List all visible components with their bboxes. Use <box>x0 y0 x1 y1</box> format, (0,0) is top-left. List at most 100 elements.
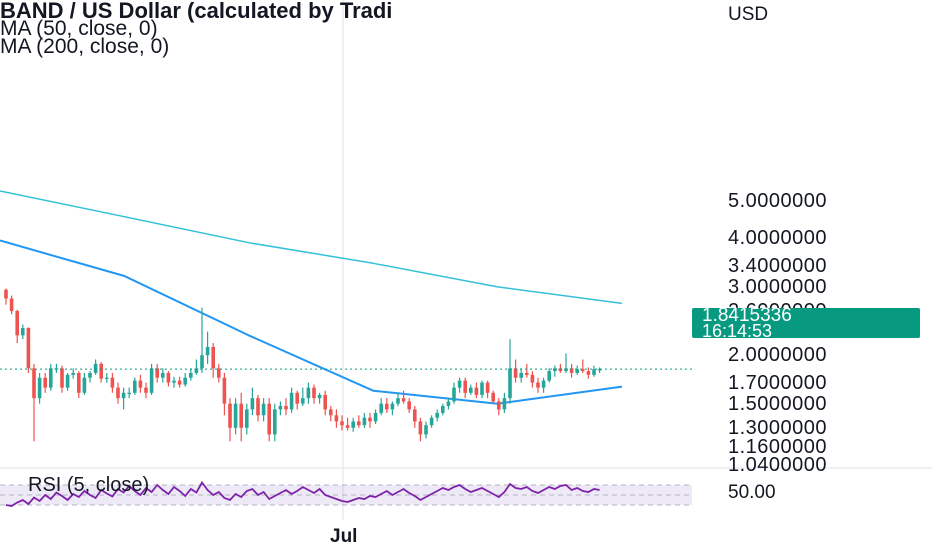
candle-body <box>177 380 182 385</box>
candle-body <box>133 380 137 393</box>
candle-body <box>592 369 596 375</box>
candle <box>99 362 103 383</box>
candle-body <box>200 355 204 369</box>
candle <box>429 415 434 428</box>
candle-body <box>491 392 495 402</box>
candle-body <box>99 363 103 379</box>
candle-body <box>547 371 551 381</box>
candle <box>9 295 14 315</box>
candle-body <box>502 398 507 410</box>
candle-body <box>536 382 540 388</box>
candle-body <box>564 368 568 372</box>
candle <box>306 382 311 404</box>
candle <box>245 403 249 435</box>
ma50-line <box>0 239 623 405</box>
candle-body <box>396 398 400 404</box>
candle <box>60 365 64 393</box>
candle <box>485 380 490 399</box>
candle-body <box>508 368 512 399</box>
candle-body <box>116 387 120 399</box>
price-tick-label: 3.0000000 <box>728 275 828 298</box>
candle-body <box>60 368 64 388</box>
candle <box>351 417 355 432</box>
candle-body <box>21 328 25 336</box>
candle-body <box>138 380 143 388</box>
candle <box>362 412 367 428</box>
last-price-badge: 1.8415336 16:14:53 <box>692 306 920 341</box>
candle <box>284 398 288 416</box>
candle-body <box>424 425 428 435</box>
candle-body <box>469 387 473 393</box>
candle-body <box>261 403 266 416</box>
candle-body <box>329 409 333 416</box>
candle-body <box>127 392 131 395</box>
candle-body <box>558 368 563 372</box>
candle <box>519 368 523 383</box>
candle <box>586 367 591 379</box>
candle-body <box>446 401 451 406</box>
candle-body <box>334 415 339 422</box>
candle <box>385 398 389 413</box>
candle <box>261 398 266 422</box>
candle <box>441 403 445 416</box>
candle <box>250 387 255 416</box>
price-tick-label: 2.0000000 <box>728 344 828 367</box>
candle <box>256 394 260 422</box>
candle-body <box>435 412 439 418</box>
candle-body <box>93 363 98 373</box>
candle <box>82 372 87 395</box>
candle-body <box>513 368 518 378</box>
candle-body <box>110 377 115 388</box>
candle-body <box>519 372 523 378</box>
candle <box>110 372 115 393</box>
bar-countdown: 16:14:53 <box>702 321 773 341</box>
candle <box>597 367 602 373</box>
candle <box>491 390 495 404</box>
candle <box>558 363 563 373</box>
candle-body <box>49 368 53 388</box>
candle-body <box>463 380 467 393</box>
candle-body <box>105 377 109 379</box>
chart-legend: BAND / US Dollar (calculated by Tradi MA… <box>0 0 393 57</box>
candle-body <box>239 403 243 428</box>
candle <box>553 365 557 377</box>
candle-body <box>312 387 316 399</box>
candle-body <box>575 369 579 373</box>
candle <box>424 421 428 439</box>
candle <box>32 363 36 442</box>
price-tick-label: 5.0000000 <box>728 189 828 212</box>
candle-body <box>530 374 535 383</box>
candle-body <box>211 346 215 369</box>
candle <box>334 409 339 428</box>
candle <box>569 363 574 378</box>
candle-body <box>317 394 322 399</box>
rsi-pane <box>0 480 692 507</box>
candle <box>161 368 165 383</box>
candle <box>177 376 182 388</box>
candle <box>37 372 42 404</box>
price-tick-label: 1.5000000 <box>728 392 828 415</box>
candle <box>536 377 540 393</box>
candle-body <box>480 382 484 395</box>
candle <box>127 387 131 399</box>
candle <box>541 377 546 393</box>
candle <box>149 363 154 395</box>
candle-body <box>452 387 456 402</box>
chart-title: BAND / US Dollar (calculated by Tradi <box>0 0 393 23</box>
candle-body <box>390 403 395 410</box>
candle <box>273 403 277 442</box>
candle-body <box>345 425 350 428</box>
candle <box>211 343 215 378</box>
candle <box>463 377 467 399</box>
candle-body <box>189 372 193 378</box>
candle <box>379 398 383 416</box>
candle-body <box>357 421 361 426</box>
candle-body <box>569 368 574 373</box>
candle-body <box>222 377 227 404</box>
candle <box>345 417 350 431</box>
candlestick-series <box>4 288 602 442</box>
candle-body <box>9 298 14 311</box>
candle-body <box>183 377 187 385</box>
candle <box>312 384 316 404</box>
